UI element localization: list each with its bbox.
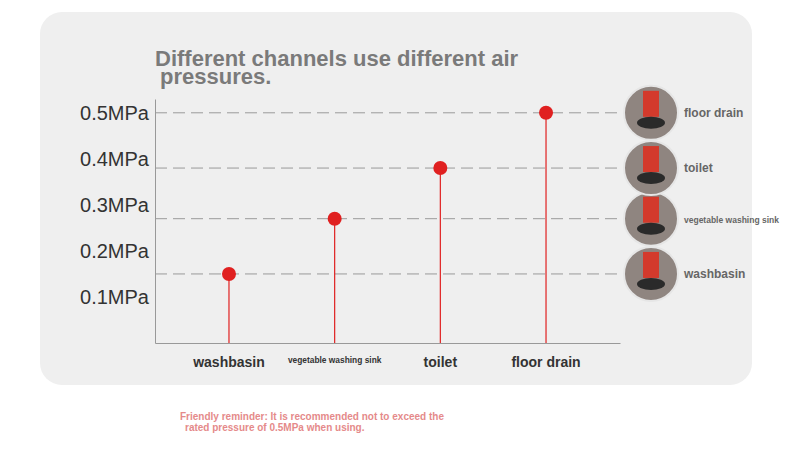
x-tick: washbasin xyxy=(192,343,265,370)
x-tick-label: washbasin xyxy=(192,354,265,370)
guide-line xyxy=(155,168,620,169)
dot xyxy=(222,267,236,281)
dot xyxy=(328,212,342,226)
icon-detail xyxy=(643,146,659,172)
card xyxy=(40,12,752,385)
x-tick: vegetable washing sink xyxy=(288,343,382,365)
side-item: toilet xyxy=(624,141,713,195)
icon xyxy=(624,86,678,140)
y-tick: 0.3MPa xyxy=(80,194,155,216)
y-tick: 0.4MPa xyxy=(80,148,155,170)
x-tick: toilet xyxy=(424,343,458,370)
text-line: pressures. xyxy=(160,64,271,89)
icon-detail xyxy=(643,252,659,278)
y-axis-line xyxy=(155,100,156,344)
y-tick-label: 0.3MPa xyxy=(80,194,150,216)
icon-detail xyxy=(643,197,659,223)
icon-detail xyxy=(637,278,665,290)
y-tick: 0.2MPa xyxy=(80,240,155,262)
x-tick-label: floor drain xyxy=(511,354,580,370)
y-axis: 0.1MPa 0.2MPa 0.3MPa 0.4MPa 0.5MPa xyxy=(80,100,155,344)
title: Different channels use different airpres… xyxy=(155,46,519,89)
icon-detail xyxy=(637,172,665,184)
y-tick-label: 0.1MPa xyxy=(80,286,150,308)
side-item: washbasin xyxy=(624,247,745,301)
annotation: Friendly reminder: It is recommended not… xyxy=(180,411,444,433)
text-line: rated pressure of 0.5MPa when using. xyxy=(185,422,365,433)
guide-line xyxy=(155,218,620,219)
icon xyxy=(624,247,678,301)
y-tick-label: 0.4MPa xyxy=(80,148,150,170)
icon-detail xyxy=(637,117,665,129)
dot xyxy=(539,106,553,120)
icon-detail xyxy=(643,91,659,117)
side-label: washbasin xyxy=(683,267,745,281)
x-tick: floor drain xyxy=(511,343,580,370)
marks xyxy=(155,106,620,343)
side-item: floor drain xyxy=(624,86,743,140)
side-label: vegetable washing sink xyxy=(684,215,779,225)
icon xyxy=(624,192,678,246)
chart-svg: Different channels use different airpres… xyxy=(0,0,790,464)
x-tick-label: vegetable washing sink xyxy=(288,355,382,365)
y-tick: 0.1MPa xyxy=(80,286,155,308)
x-axis: washbasin vegetable washing sink toilet flo… xyxy=(156,343,621,370)
side-label: floor drain xyxy=(684,106,743,120)
side-label: toilet xyxy=(684,161,713,175)
background xyxy=(0,0,790,464)
stem xyxy=(545,113,546,343)
stem xyxy=(334,219,335,343)
icon-detail xyxy=(637,223,665,235)
x-tick-label: toilet xyxy=(424,354,458,370)
dot xyxy=(433,161,447,175)
stem xyxy=(440,168,441,343)
y-tick-label: 0.2MPa xyxy=(80,240,150,262)
y-tick-label: 0.5MPa xyxy=(80,102,150,124)
stem xyxy=(228,274,229,343)
y-tick: 0.5MPa xyxy=(80,102,155,124)
text-line: Friendly reminder: It is recommended not… xyxy=(180,411,444,422)
icon xyxy=(624,141,678,195)
side-item: vegetable washing sink xyxy=(624,192,779,246)
side-legend: washbasin vegetable washing sink toilet flo… xyxy=(624,86,779,301)
x-axis-line xyxy=(156,343,621,344)
